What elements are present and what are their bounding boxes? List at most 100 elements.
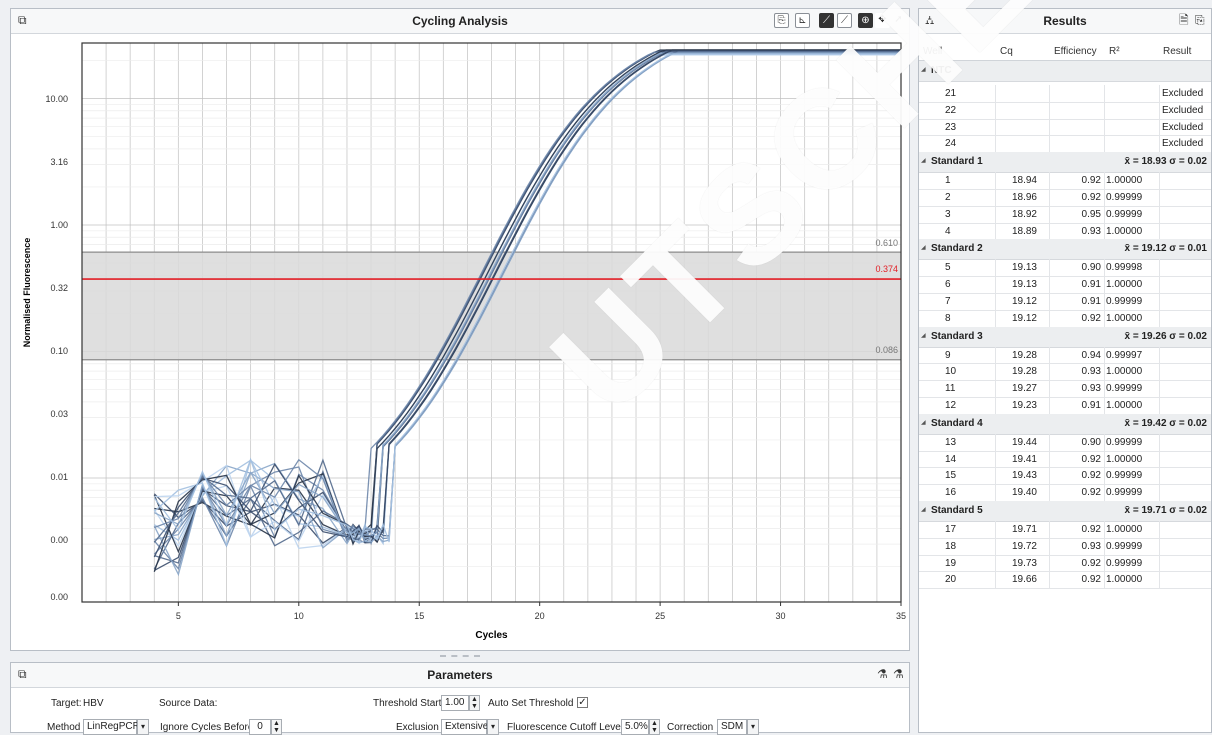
column-header-well[interactable]: Well xyxy=(923,46,943,57)
column-header-result[interactable]: Result xyxy=(1163,46,1192,57)
table-row[interactable]: 4 18.89 0.93 1.00000 xyxy=(919,222,1211,241)
column-header-cq[interactable]: Cq xyxy=(1000,46,1013,57)
cell-divider xyxy=(995,433,996,451)
copy-icon[interactable]: ⎘ xyxy=(774,13,789,28)
cell-divider xyxy=(1049,433,1050,451)
collapse-icon[interactable]: ◢ xyxy=(921,419,926,426)
cell-divider xyxy=(995,222,996,240)
group-statistics: x̄ = 18.93 σ = 0.02 xyxy=(1124,156,1207,168)
chart-tools-icon[interactable]: ⊾ xyxy=(795,13,810,28)
table-row[interactable]: 3 18.92 0.95 0.99999 xyxy=(919,205,1211,224)
table-row[interactable]: 5 19.13 0.90 0.99998 xyxy=(919,259,1211,278)
cell-divider xyxy=(1049,467,1050,485)
cell-divider xyxy=(1159,554,1160,572)
expand-icon[interactable]: ⧉ xyxy=(18,13,27,27)
table-row[interactable]: 16 19.40 0.92 0.99999 xyxy=(919,484,1211,502)
amplification-curve-well-19[interactable] xyxy=(154,52,901,543)
collapse-icon[interactable]: ◢ xyxy=(921,507,926,513)
group-row[interactable]: ◢ NTC xyxy=(919,61,1211,82)
group-row[interactable]: ◢ Standard 2 x̄ = 19.12 σ = 0.01 xyxy=(919,239,1211,261)
cell-divider xyxy=(1159,259,1160,277)
table-row[interactable]: 12 19.23 0.91 1.00000 xyxy=(919,397,1211,415)
cell-divider xyxy=(1104,293,1105,310)
zoom-icon[interactable]: ⊕ xyxy=(858,13,873,28)
table-row[interactable]: 19 19.73 0.92 0.99999 xyxy=(919,554,1211,573)
cell-divider xyxy=(1049,346,1050,364)
auto-set-threshold-label: Auto Set Threshold xyxy=(488,698,574,709)
group-row[interactable]: ◢ Standard 4 x̄ = 19.42 σ = 0.02 xyxy=(919,413,1211,435)
amplification-curve-well-16[interactable] xyxy=(153,50,901,558)
table-row[interactable]: 22 Excluded xyxy=(919,101,1211,120)
group-row[interactable]: ◢ Standard 3 x̄ = 19.26 σ = 0.02 xyxy=(919,326,1211,348)
pan-icon[interactable]: ✥ xyxy=(875,13,890,28)
cell-r2: 1.00000 xyxy=(1106,366,1143,378)
table-row[interactable]: 20 19.66 0.92 1.00000 xyxy=(919,571,1211,590)
table-row[interactable]: 15 19.43 0.92 0.99999 xyxy=(919,467,1211,486)
cell-eff: 0.93 xyxy=(1081,225,1101,237)
table-row[interactable]: 17 19.71 0.92 1.00000 xyxy=(919,521,1211,539)
x-tick-label: 35 xyxy=(896,611,906,621)
import-settings-icon[interactable]: ⚗ xyxy=(877,667,888,681)
cell-divider xyxy=(1049,571,1050,589)
tree-icon[interactable]: ⛼ xyxy=(925,13,935,27)
table-row[interactable]: 11 19.27 0.93 0.99999 xyxy=(919,380,1211,398)
amplification-curve-well-20[interactable] xyxy=(153,53,901,544)
collapse-icon[interactable]: ◢ xyxy=(921,332,926,339)
table-row[interactable]: 23 Excluded xyxy=(919,118,1211,137)
splitter-handle[interactable] xyxy=(440,655,480,660)
cell-divider xyxy=(1104,450,1105,468)
cell-cq: 19.66 xyxy=(1011,574,1037,586)
table-row[interactable]: 2 18.96 0.92 0.99999 xyxy=(919,189,1211,207)
x-axis-ticks: 5 10 15 20 25 30 35 xyxy=(176,602,906,621)
y-tick-label: 1.00 xyxy=(50,220,68,230)
collapse-icon[interactable]: ◢ xyxy=(921,245,926,252)
cell-eff: 0.93 xyxy=(1081,540,1101,552)
cell-r2: 1.00000 xyxy=(1106,175,1143,187)
table-row[interactable]: 8 19.12 0.92 1.00000 xyxy=(919,309,1211,328)
cycling-title: Cycling Analysis xyxy=(412,14,508,28)
cell-divider xyxy=(1159,309,1160,327)
column-header-efficiency[interactable]: Efficiency xyxy=(1054,46,1097,57)
export-settings-icon[interactable]: ⚗ xyxy=(893,667,904,681)
threshold-start-input[interactable]: 1.00 xyxy=(441,695,469,711)
column-header-r2[interactable]: R² xyxy=(1109,46,1120,57)
pointer-icon[interactable]: ➚ xyxy=(891,13,906,28)
table-row[interactable]: 18 19.72 0.93 0.99999 xyxy=(919,537,1211,556)
table-row[interactable]: 6 19.13 0.91 1.00000 xyxy=(919,276,1211,294)
table-row[interactable]: 21 Excluded xyxy=(919,85,1211,103)
table-row[interactable]: 9 19.28 0.94 0.99997 xyxy=(919,346,1211,365)
table-row[interactable]: 10 19.28 0.93 1.00000 xyxy=(919,363,1211,382)
export-icon[interactable]: 🗎 xyxy=(1179,13,1189,27)
linear-scale-icon[interactable]: ⟋ xyxy=(819,13,834,28)
cell-eff: 0.92 xyxy=(1081,453,1101,465)
collapse-icon[interactable]: ◢ xyxy=(921,67,926,73)
cell-divider xyxy=(1159,397,1160,414)
auto-set-threshold-checkbox[interactable]: ✓ xyxy=(577,697,588,708)
threshold-start-spinner[interactable]: ▲ ▼ xyxy=(469,695,480,711)
cell-divider xyxy=(1049,205,1050,223)
cell-divider xyxy=(1159,101,1160,119)
cell-eff: 0.92 xyxy=(1081,524,1101,535)
cell-r2: 0.99999 xyxy=(1106,383,1143,395)
group-row[interactable]: ◢ Standard 1 x̄ = 18.93 σ = 0.02 xyxy=(919,152,1211,174)
cell-result: Excluded xyxy=(1162,104,1204,116)
correction-dropdown-icon[interactable]: ▾ xyxy=(747,719,759,735)
collapse-icon[interactable]: ◢ xyxy=(921,158,926,165)
cell-eff: 0.93 xyxy=(1081,366,1101,378)
y-tick-label: 0.01 xyxy=(50,472,68,482)
copy-results-icon[interactable]: ⎘ xyxy=(1195,13,1205,27)
cell-cq: 19.23 xyxy=(1011,400,1037,411)
group-row[interactable]: ◢ Standard 5 x̄ = 19.71 σ = 0.02 xyxy=(919,501,1211,522)
amplification-chart[interactable]: 0.610 0.374 0.086 5 10 15 20 25 30 35 10.00 3.1… xyxy=(11,34,909,650)
table-row[interactable]: 14 19.41 0.92 1.00000 xyxy=(919,450,1211,469)
threshold-start-label: Threshold Start xyxy=(373,698,442,709)
table-row[interactable]: 7 19.12 0.91 0.99999 xyxy=(919,293,1211,311)
expand-icon[interactable]: ⧉ xyxy=(18,667,27,681)
table-row[interactable]: 13 19.44 0.90 0.99999 xyxy=(919,433,1211,452)
table-row[interactable]: 1 18.94 0.92 1.00000 xyxy=(919,172,1211,190)
table-row[interactable]: 24 Excluded xyxy=(919,135,1211,154)
parameters-titlebar: ⧉ Parameters ⚗ ⚗ xyxy=(11,663,909,688)
log-scale-icon[interactable]: ⟋ xyxy=(837,13,852,28)
y-tick-label: 0.10 xyxy=(50,346,68,356)
cell-divider xyxy=(1104,537,1105,555)
